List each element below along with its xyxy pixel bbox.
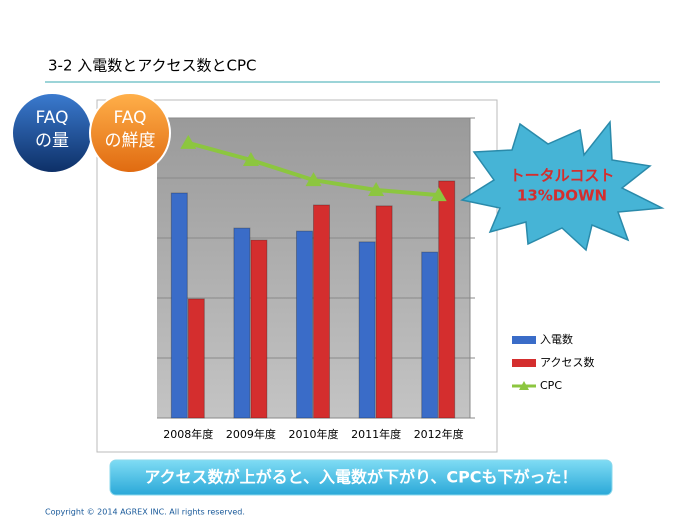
bar xyxy=(187,298,205,419)
badge-text: の鮮度 xyxy=(105,131,156,151)
line-marker xyxy=(368,182,385,196)
badge-text: FAQ xyxy=(36,108,69,128)
legend-swatch xyxy=(512,359,536,367)
banner-text: アクセス数が上がると、入電数が下がり、CPCも下がった！ xyxy=(144,468,577,487)
line-marker xyxy=(180,134,197,149)
callout-burst xyxy=(460,119,665,252)
bar xyxy=(358,241,376,419)
slide-title: 3-2 入電数とアクセス数とCPC xyxy=(48,57,257,75)
badge-text: の量 xyxy=(35,131,69,151)
bar xyxy=(313,204,330,419)
line-marker xyxy=(242,152,259,166)
bar xyxy=(421,251,439,419)
x-tick-label: 2008年度 xyxy=(163,427,213,441)
legend-label: アクセス数 xyxy=(540,356,594,369)
x-tick-label: 2012年度 xyxy=(414,427,464,441)
bar xyxy=(296,230,313,419)
bar xyxy=(233,227,251,419)
bar xyxy=(438,180,456,419)
legend-swatch xyxy=(512,336,536,344)
badge-text: FAQ xyxy=(114,108,147,128)
bar xyxy=(170,192,188,419)
line-marker xyxy=(305,172,322,187)
banner xyxy=(109,459,613,496)
callout-text: トータルコスト xyxy=(510,167,615,185)
x-tick-label: 2010年度 xyxy=(289,427,339,441)
bar xyxy=(375,205,393,419)
bar xyxy=(250,239,268,419)
legend-label: 入電数 xyxy=(540,333,573,346)
x-tick-label: 2011年度 xyxy=(351,427,401,441)
legend-label: CPC xyxy=(540,379,562,392)
callout-text: 13%DOWN xyxy=(517,187,607,205)
line-marker xyxy=(430,187,447,202)
x-tick-label: 2009年度 xyxy=(226,427,276,441)
copyright: Copyright © 2014 AGREX INC. All rights r… xyxy=(45,508,245,517)
badge xyxy=(89,92,171,174)
legend-swatch xyxy=(519,381,529,390)
